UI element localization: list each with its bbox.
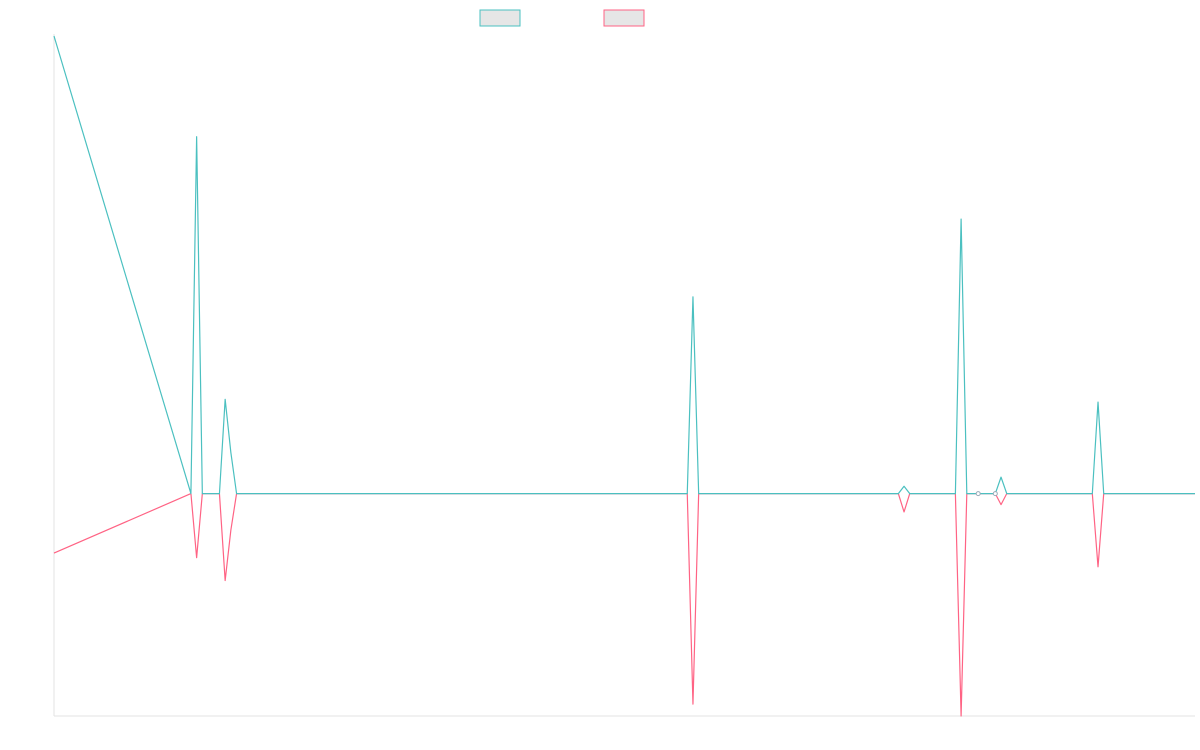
data-point — [992, 491, 998, 497]
legend — [479, 9, 645, 27]
data-point — [975, 491, 981, 497]
legend-swatch-2 — [603, 9, 645, 27]
axes — [53, 34, 1195, 717]
series-layer — [53, 35, 1195, 717]
series-line-1 — [53, 35, 1195, 495]
series-line-2 — [53, 493, 1195, 717]
legend-swatch-1 — [479, 9, 521, 27]
